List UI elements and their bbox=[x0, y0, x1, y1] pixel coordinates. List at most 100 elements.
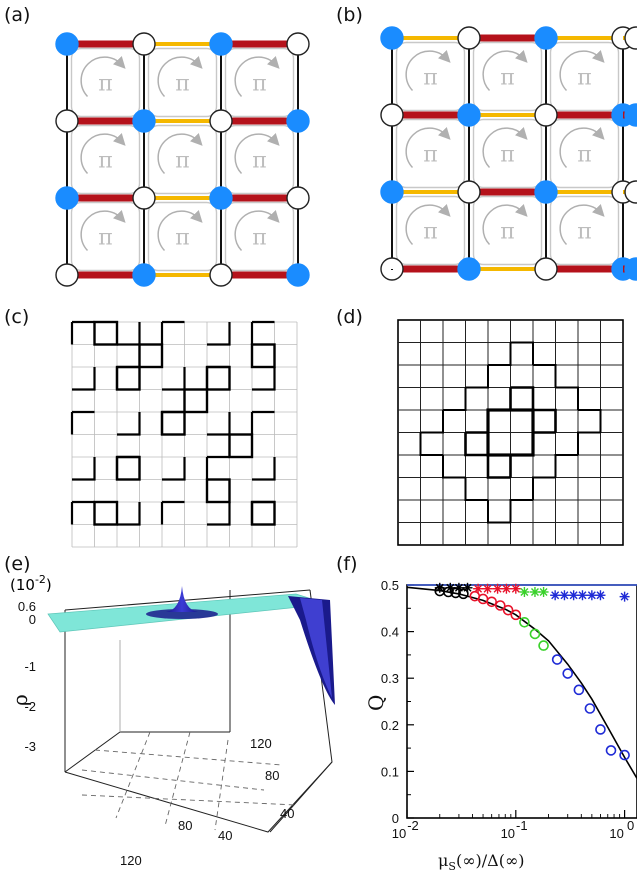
front-tick-label: 80 bbox=[178, 818, 192, 833]
bold-bracket bbox=[115, 455, 140, 480]
star-stroke bbox=[511, 584, 520, 593]
plaquette-box bbox=[70, 47, 141, 118]
empty-site bbox=[534, 257, 558, 281]
front-tick-label: 40 bbox=[218, 828, 232, 843]
data-point-circle bbox=[619, 749, 630, 761]
data-point-circle bbox=[605, 745, 617, 756]
star-stroke bbox=[435, 583, 444, 592]
bold-bracket bbox=[160, 410, 185, 435]
x-tick-power: -1 bbox=[516, 818, 528, 833]
depth-tick-label: 80 bbox=[265, 768, 279, 783]
data-point-star bbox=[492, 583, 503, 594]
flux-arrow-icon bbox=[482, 50, 528, 92]
bold-bracket bbox=[252, 457, 276, 481]
data-point-star bbox=[595, 590, 606, 601]
filled-site bbox=[457, 257, 481, 281]
plaquette-box bbox=[224, 47, 295, 118]
lattice-panel-b: π π π π π π π π π bbox=[380, 26, 637, 281]
flux-arrow-icon bbox=[559, 50, 605, 92]
star-stroke bbox=[620, 592, 629, 601]
dimer-grid-panel-c bbox=[70, 320, 298, 548]
bold-plaquette bbox=[93, 500, 119, 526]
data-point-star bbox=[529, 586, 540, 597]
empty-site bbox=[457, 180, 481, 204]
flux-pi-label: π bbox=[500, 220, 514, 245]
star-stroke bbox=[551, 591, 560, 600]
data-point-circle bbox=[573, 684, 585, 696]
bold-bracket bbox=[117, 502, 141, 526]
exponent-label: (10-2) bbox=[10, 573, 52, 594]
bold-bracket bbox=[117, 412, 141, 436]
filled-site bbox=[534, 180, 558, 204]
data-point-circle bbox=[529, 628, 541, 640]
plaquette-box bbox=[472, 41, 543, 112]
flux-pi-label: π bbox=[98, 149, 112, 174]
empty-site bbox=[209, 263, 233, 287]
empty-site bbox=[380, 103, 404, 127]
y-tick-label: 0.2 bbox=[381, 718, 399, 733]
flux-pi-label: π bbox=[98, 226, 112, 251]
bold-bracket bbox=[252, 367, 276, 391]
flux-pi-label: π bbox=[98, 72, 112, 97]
bold-plaquette bbox=[228, 433, 254, 459]
flux-pi-label: π bbox=[175, 72, 189, 97]
empty-site bbox=[286, 32, 310, 56]
flux-pi-label: π bbox=[500, 143, 514, 168]
x-tick-power: -2 bbox=[407, 818, 419, 833]
bold-bracket bbox=[205, 455, 230, 480]
flux-pi-label: π bbox=[500, 66, 514, 91]
flux-arrow-icon bbox=[80, 56, 126, 98]
y-tick-label: 0.3 bbox=[381, 671, 399, 686]
flux-arrow-icon bbox=[80, 133, 126, 175]
x-tick-label: 10 bbox=[609, 826, 623, 841]
flux-arrow-icon bbox=[405, 127, 451, 169]
y-tick-label: 0.4 bbox=[381, 625, 399, 640]
bold-bracket bbox=[250, 410, 275, 435]
ring-grid-panel-d bbox=[397, 319, 624, 546]
panel-label-c: (c) bbox=[4, 306, 30, 328]
bold-bracket bbox=[70, 500, 95, 525]
bold-plaquette bbox=[205, 365, 231, 391]
bold-bracket bbox=[207, 412, 231, 436]
star-stroke bbox=[493, 584, 502, 593]
star-stroke bbox=[596, 591, 605, 600]
star-stroke bbox=[539, 587, 548, 596]
bold-bracket bbox=[250, 320, 275, 345]
star-stroke bbox=[502, 584, 511, 593]
bold-plaquette bbox=[183, 388, 209, 414]
bold-bracket bbox=[115, 365, 140, 390]
data-point-star bbox=[559, 590, 570, 601]
data-point-circle bbox=[538, 640, 549, 651]
panel-label-f: (f) bbox=[336, 553, 358, 575]
flux-pi-label: π bbox=[252, 226, 266, 251]
flux-arrow-icon bbox=[157, 133, 203, 175]
flux-arrow-icon bbox=[234, 56, 280, 98]
filled-site bbox=[534, 26, 558, 50]
flux-pi-label: π bbox=[423, 143, 437, 168]
ring-contour bbox=[419, 341, 602, 524]
panel-label-e: (e) bbox=[4, 553, 31, 575]
filled-site bbox=[624, 257, 637, 281]
panel-label-b: (b) bbox=[336, 4, 363, 26]
empty-site bbox=[534, 103, 558, 127]
z-axis-label: ρ bbox=[8, 694, 32, 706]
star-stroke bbox=[578, 591, 587, 600]
empty-site bbox=[55, 263, 79, 287]
flux-arrow-icon bbox=[559, 204, 605, 246]
filled-site bbox=[132, 263, 156, 287]
star-stroke bbox=[587, 591, 596, 600]
depth-tick-label: 120 bbox=[250, 736, 272, 751]
filled-site bbox=[132, 109, 156, 133]
flux-pi-label: π bbox=[252, 72, 266, 97]
y-tick-label: 0.5 bbox=[381, 578, 399, 593]
empty-site bbox=[624, 180, 637, 204]
bold-plaquette bbox=[138, 343, 164, 369]
bold-bracket bbox=[205, 365, 230, 390]
x-tick-label: 10 bbox=[501, 826, 515, 841]
data-point-circle bbox=[443, 586, 454, 598]
bold-plaquette bbox=[115, 455, 141, 481]
filled-site bbox=[55, 32, 79, 56]
star-stroke bbox=[520, 587, 529, 596]
front-tick-label: 120 bbox=[120, 853, 142, 868]
data-point-star bbox=[586, 590, 597, 601]
